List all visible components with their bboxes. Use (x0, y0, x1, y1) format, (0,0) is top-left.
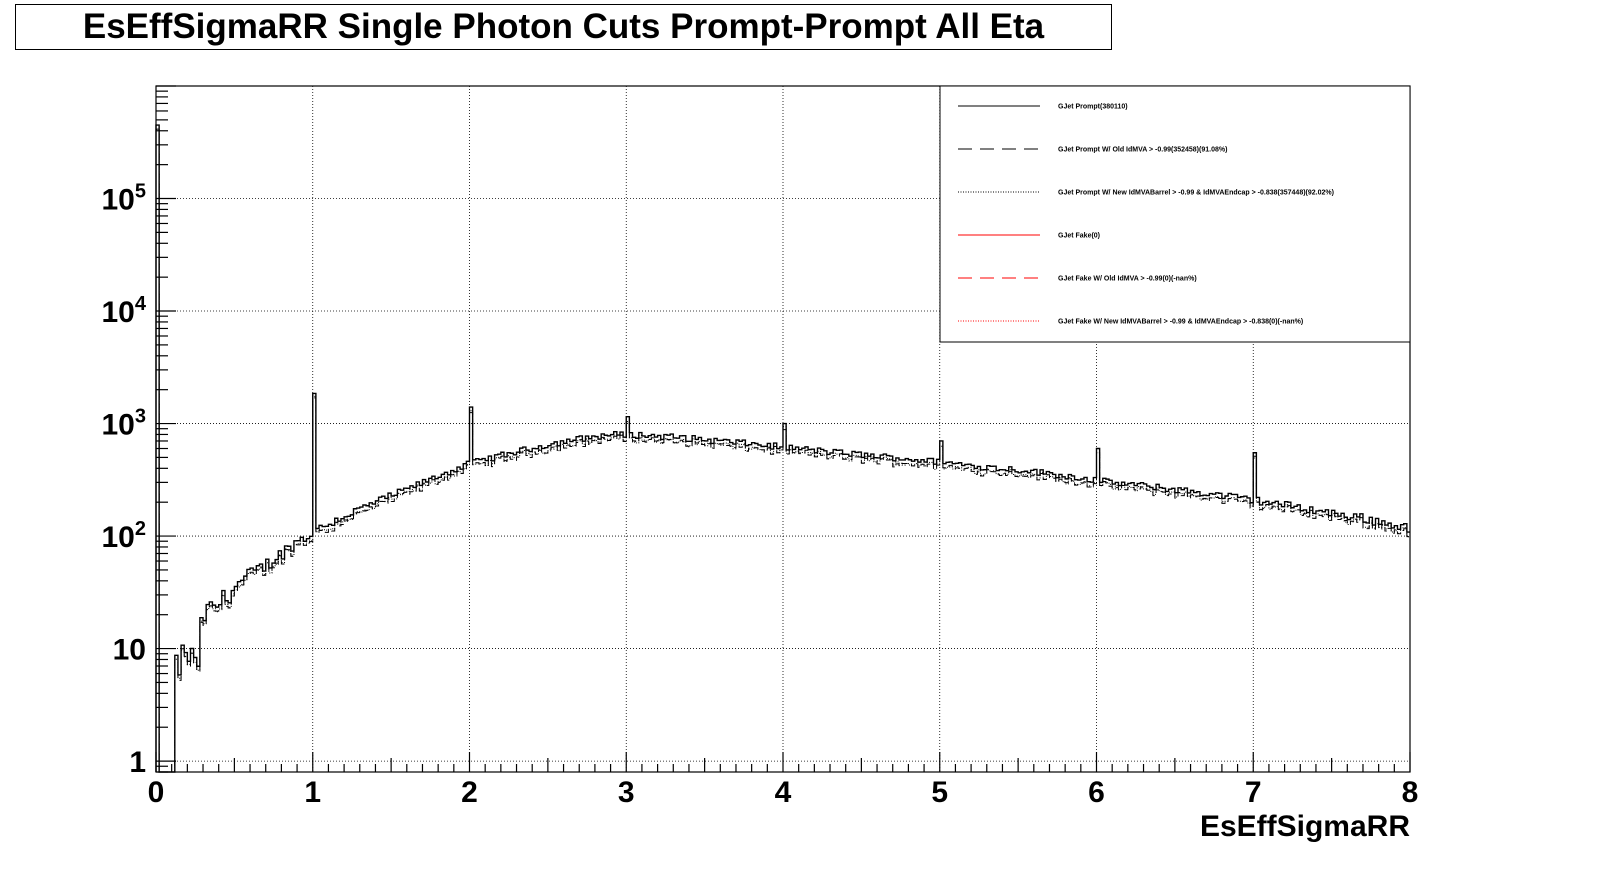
x-tick-label: 4 (775, 776, 792, 809)
x-tick-label: 2 (461, 776, 478, 809)
series-gjet-prompt (155, 124, 1410, 773)
legend-label: GJet Fake W/ New IdMVABarrel > -0.99 & I… (1058, 319, 1303, 326)
legend-box (939, 85, 1411, 343)
legend-label: GJet Prompt W/ Old IdMVA > -0.99(352458)… (1058, 147, 1227, 154)
x-tick-label: 5 (931, 776, 948, 809)
x-tick-label: 0 (148, 776, 165, 809)
chart-title-box: EsEffSigmaRR Single Photon Cuts Prompt-P… (15, 4, 1112, 50)
legend: GJet Prompt(380110) GJet Prompt W/ Old Id… (939, 85, 1411, 343)
x-tick-label: 7 (1245, 776, 1262, 809)
x-axis-title: EsEffSigmaRR (1200, 810, 1410, 843)
x-tick-label: 1 (304, 776, 321, 809)
y-tick-label: 103 (102, 406, 147, 442)
legend-label: GJet Fake W/ Old IdMVA > -0.99(0)(-nan%) (1058, 276, 1197, 283)
y-tick-label: 104 (102, 293, 147, 329)
histograms (155, 124, 1410, 773)
legend-label: GJet Prompt W/ New IdMVABarrel > -0.99 &… (1058, 190, 1334, 197)
legend-label: GJet Prompt(380110) (1058, 104, 1128, 111)
x-tick-label: 6 (1088, 776, 1105, 809)
y-tick-label: 102 (102, 518, 147, 554)
chart-title: EsEffSigmaRR Single Photon Cuts Prompt-P… (82, 7, 1045, 46)
x-tick-label: 3 (618, 776, 635, 809)
y-tick-label: 10 (113, 634, 146, 667)
y-tick-label: 105 (102, 181, 147, 217)
legend-label: GJet Fake(0) (1058, 233, 1100, 240)
y-tick-label: 1 (129, 746, 146, 779)
x-tick-label: 8 (1402, 776, 1419, 809)
